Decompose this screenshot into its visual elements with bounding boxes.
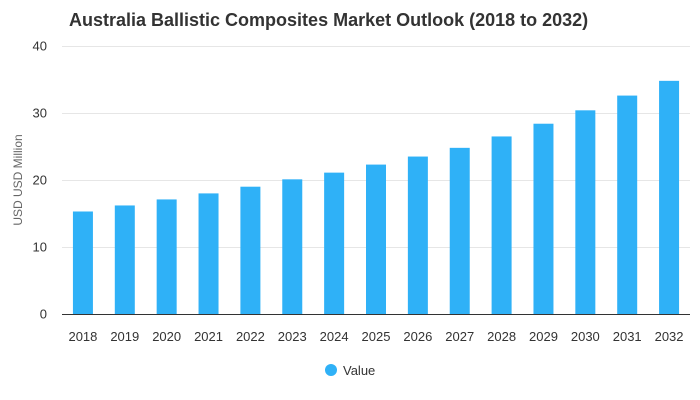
y-tick-label: 20 [33,173,47,188]
chart-title: Australia Ballistic Composites Market Ou… [69,10,588,30]
x-tick-label: 2023 [278,329,307,344]
bar-2027[interactable] [449,147,470,314]
y-tick-label: 30 [33,106,47,121]
x-tick-label: 2026 [403,329,432,344]
bars [72,80,680,314]
y-axis-ticks: 0 10 20 30 40 [33,39,47,322]
y-tick-label: 40 [33,39,47,54]
bar-2028[interactable] [491,136,512,314]
bar-2031[interactable] [617,95,638,314]
legend-label: Value [343,363,375,378]
x-axis-ticks: 2018 2019 2020 2021 2022 2023 2024 2025 2026 2027… [68,329,683,344]
bar-2018[interactable] [72,211,93,314]
legend-marker [325,364,337,376]
x-tick-label: 2030 [571,329,600,344]
bar-2023[interactable] [282,179,303,314]
bar-2029[interactable] [533,123,554,314]
bar-2026[interactable] [407,156,428,314]
x-tick-label: 2028 [487,329,516,344]
x-tick-label: 2025 [362,329,391,344]
bar-2021[interactable] [198,193,219,314]
x-tick-label: 2029 [529,329,558,344]
x-tick-label: 2021 [194,329,223,344]
x-tick-label: 2027 [445,329,474,344]
x-tick-label: 2031 [613,329,642,344]
x-tick-label: 2020 [152,329,181,344]
bar-2022[interactable] [240,186,261,314]
bar-2030[interactable] [575,110,596,314]
bar-2025[interactable] [366,164,386,314]
y-tick-label: 0 [40,307,47,322]
x-tick-label: 2019 [110,329,139,344]
x-tick-label: 2022 [236,329,265,344]
bar-2032[interactable] [659,80,680,314]
bar-2020[interactable] [156,199,177,314]
y-axis-label: USD USD Million [11,134,25,225]
legend[interactable]: Value [325,363,375,378]
bar-2024[interactable] [324,172,345,314]
bar-2019[interactable] [114,205,135,314]
y-tick-label: 10 [33,240,47,255]
x-tick-label: 2018 [68,329,97,344]
x-tick-label: 2024 [320,329,349,344]
x-tick-label: 2032 [655,329,684,344]
